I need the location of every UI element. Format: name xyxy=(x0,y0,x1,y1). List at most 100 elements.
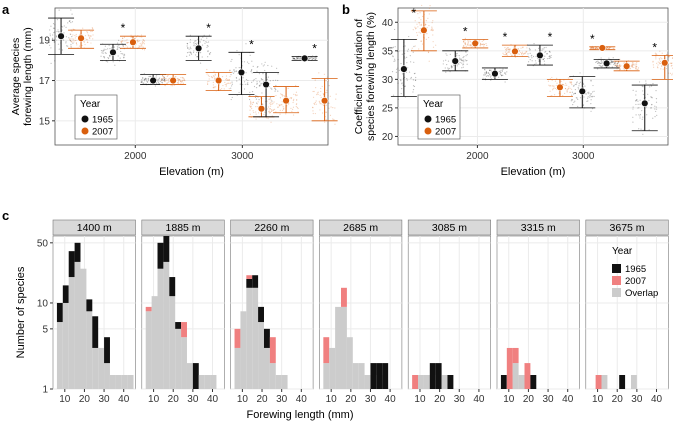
bootstrap-dot xyxy=(293,98,295,101)
bootstrap-dot xyxy=(166,82,168,84)
bootstrap-dot xyxy=(206,41,208,44)
bootstrap-dot xyxy=(249,105,251,107)
bootstrap-dot xyxy=(392,94,395,96)
mean-point-1965 xyxy=(109,48,117,57)
bootstrap-dot xyxy=(199,41,202,43)
bootstrap-dot xyxy=(74,34,76,37)
bootstrap-dot xyxy=(182,82,185,84)
bootstrap-dot xyxy=(207,74,209,76)
bootstrap-dot xyxy=(400,93,402,95)
bootstrap-dot xyxy=(489,76,492,78)
bootstrap-dot xyxy=(461,60,463,62)
bootstrap-dot xyxy=(600,60,602,62)
bootstrap-dot xyxy=(162,78,164,81)
bootstrap-dot xyxy=(206,68,208,71)
facet-strip xyxy=(496,219,580,236)
bootstrap-dot xyxy=(425,38,427,40)
bootstrap-dot xyxy=(566,91,568,93)
bootstrap-dot xyxy=(256,102,258,104)
bootstrap-dot xyxy=(213,75,215,78)
bootstrap-dot xyxy=(57,43,60,45)
bootstrap-dot xyxy=(259,97,262,99)
histogram-bar-overlap xyxy=(98,347,105,389)
bootstrap-dot xyxy=(74,39,76,42)
bootstrap-dot xyxy=(568,86,570,88)
histogram-bar-1965 xyxy=(86,299,93,312)
bootstrap-dot xyxy=(137,40,139,43)
bootstrap-dot xyxy=(464,42,466,44)
bootstrap-dot xyxy=(292,57,294,59)
bootstrap-dot xyxy=(228,79,231,81)
bootstrap-dot xyxy=(157,82,160,84)
bootstrap-dot xyxy=(432,34,434,36)
bootstrap-dot xyxy=(295,84,297,87)
bootstrap-dot xyxy=(206,44,208,47)
bootstrap-dot xyxy=(295,105,297,108)
bootstrap-dot xyxy=(549,85,551,87)
bootstrap-dot xyxy=(553,94,556,96)
bootstrap-dot xyxy=(590,103,592,105)
bootstrap-dot xyxy=(121,53,124,55)
bootstrap-dot xyxy=(272,79,274,82)
bootstrap-dot xyxy=(264,69,266,72)
bootstrap-dot xyxy=(481,40,483,42)
bootstrap-dot xyxy=(570,100,572,102)
bootstrap-dot xyxy=(322,104,324,106)
bootstrap-dot xyxy=(293,57,296,60)
bootstrap-dot xyxy=(177,79,179,81)
bootstrap-dot xyxy=(587,97,589,99)
histogram-bar-overlap xyxy=(329,347,336,389)
y-tick-label: 15 xyxy=(39,116,51,127)
bootstrap-dot xyxy=(212,87,214,89)
bootstrap-dot xyxy=(620,65,622,67)
bootstrap-dot xyxy=(54,60,56,62)
bootstrap-dot xyxy=(194,40,196,42)
bootstrap-dot xyxy=(142,42,145,44)
bootstrap-dot xyxy=(524,52,526,54)
bootstrap-dot xyxy=(587,100,589,102)
bootstrap-dot xyxy=(558,92,560,94)
bootstrap-dot xyxy=(91,27,93,29)
bootstrap-dot xyxy=(312,110,314,112)
bootstrap-dot xyxy=(109,48,111,50)
bootstrap-dot xyxy=(123,55,125,57)
bootstrap-dot xyxy=(210,76,212,78)
bootstrap-dot xyxy=(138,46,140,48)
bootstrap-dot xyxy=(593,95,595,98)
bootstrap-dot xyxy=(608,48,611,50)
bootstrap-dot xyxy=(63,25,65,27)
bootstrap-dot xyxy=(208,34,211,36)
bootstrap-dot xyxy=(83,41,85,43)
bootstrap-dot xyxy=(137,39,139,41)
bootstrap-dot xyxy=(487,75,489,77)
bootstrap-dot xyxy=(485,70,488,73)
bootstrap-dot xyxy=(314,58,316,61)
bootstrap-dot xyxy=(413,45,415,48)
bootstrap-dot xyxy=(70,40,72,42)
legend-label: 1965 xyxy=(435,115,456,126)
significance-star: * xyxy=(463,24,468,38)
histogram-bar-1965 xyxy=(382,363,389,389)
bootstrap-dot xyxy=(642,93,644,96)
bootstrap-dot xyxy=(70,33,72,35)
bootstrap-dot xyxy=(417,26,419,28)
bootstrap-dot xyxy=(134,37,136,40)
x-tick-label: 40 xyxy=(651,394,663,405)
mean-point-1965 xyxy=(194,44,203,52)
bootstrap-dot xyxy=(164,77,166,79)
bootstrap-dot xyxy=(431,27,433,29)
bootstrap-dot xyxy=(116,42,119,44)
bootstrap-dot xyxy=(68,20,70,22)
histogram-bar-overlap xyxy=(121,375,128,389)
legend-label: Overlap xyxy=(625,288,658,299)
bootstrap-dot xyxy=(249,91,251,93)
bootstrap-dot xyxy=(641,118,643,120)
bootstrap-dot xyxy=(635,99,638,101)
bootstrap-dot xyxy=(548,55,550,58)
bootstrap-dot xyxy=(505,52,507,54)
bootstrap-dot xyxy=(291,110,293,112)
mean-point-1965 xyxy=(536,51,544,60)
bootstrap-dot xyxy=(612,57,614,59)
bootstrap-dot xyxy=(84,35,87,37)
bootstrap-dot xyxy=(577,86,579,89)
